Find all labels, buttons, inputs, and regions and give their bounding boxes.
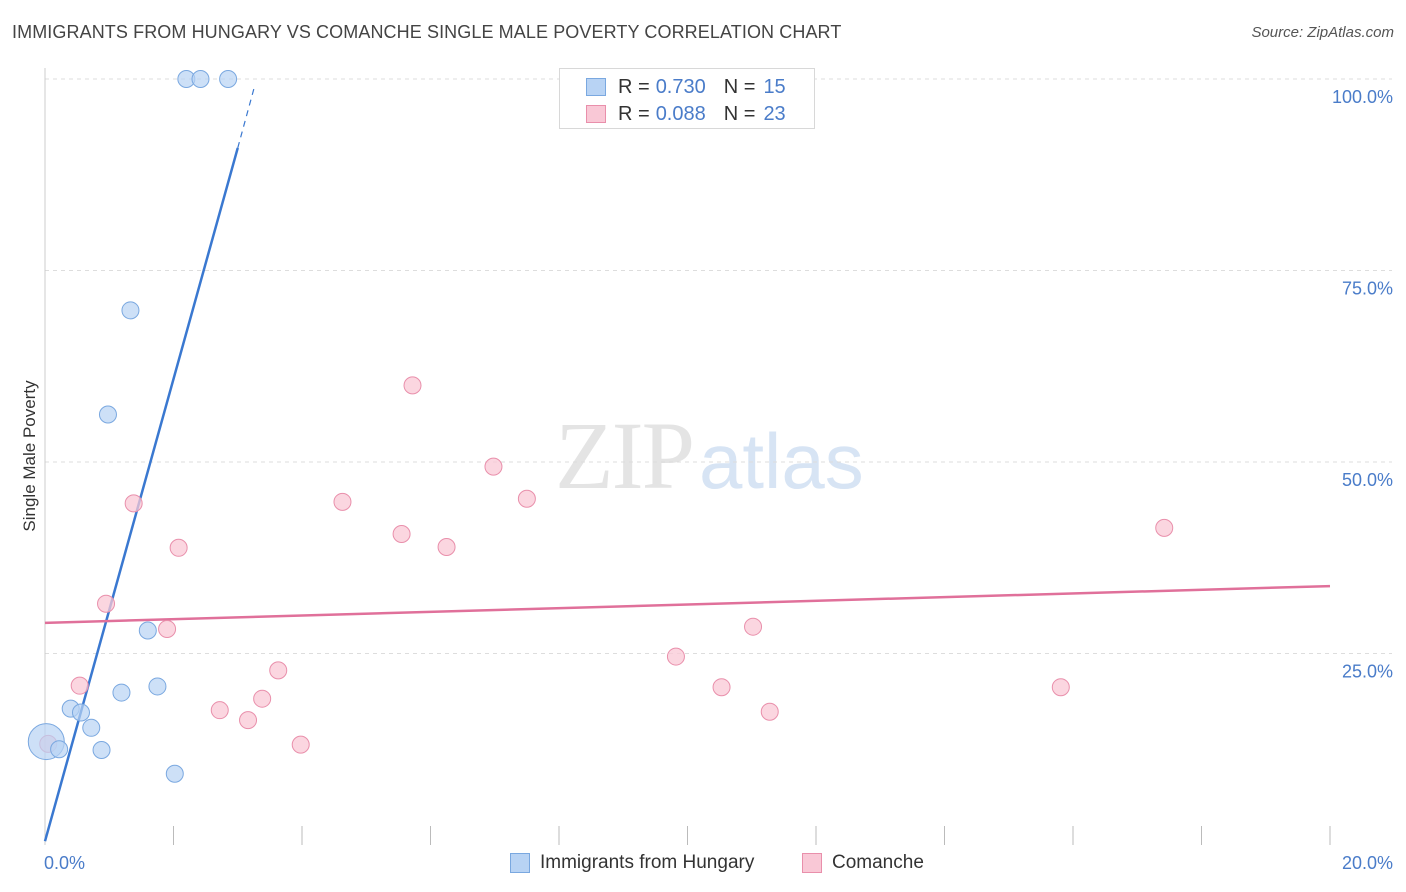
hungary-legend-label: Immigrants from Hungary	[540, 852, 755, 873]
hungary-trend-extension	[237, 84, 256, 149]
hungary-point	[138, 621, 157, 640]
comanche-point	[1155, 518, 1174, 537]
legend-r-label: R =	[618, 102, 650, 125]
legend-n-value: 15	[763, 75, 786, 98]
hungary-trend-line	[43, 147, 239, 842]
comanche-point	[158, 619, 177, 638]
legend-n-label: N =	[723, 102, 756, 125]
comanche-point	[239, 711, 258, 730]
comanche-point	[124, 494, 143, 513]
y-tick-label: 100.0%	[1332, 87, 1393, 107]
hungary-point	[165, 764, 184, 783]
comanche-point	[210, 701, 229, 720]
hungary-point	[50, 740, 69, 759]
comanche-point	[744, 617, 763, 636]
hungary-point	[98, 405, 117, 424]
comanche-legend-label: Comanche	[832, 852, 924, 873]
legend-row-hungary: R = 0.730 N = 15	[586, 75, 786, 99]
x-tick-label: 0.0%	[44, 853, 85, 873]
grid-lines	[45, 78, 1392, 654]
comanche-point	[666, 647, 685, 666]
comanche-point	[70, 676, 89, 695]
legend-r-label: R =	[618, 75, 650, 98]
y-tick-label: 25.0%	[1342, 662, 1393, 682]
legend-n-value: 23	[763, 102, 786, 125]
x-tick-label: 20.0%	[1342, 853, 1393, 873]
comanche-trend-line	[44, 584, 1331, 625]
trend-lines	[43, 84, 1331, 842]
comanche-point	[403, 376, 422, 395]
comanche-point	[760, 702, 779, 721]
comanche-point	[437, 538, 456, 557]
comanche-point	[1051, 678, 1070, 697]
comanche-legend-swatch	[802, 853, 822, 873]
hungary-point	[219, 70, 238, 88]
chart-title: IMMIGRANTS FROM HUNGARY VS COMANCHE SING…	[12, 22, 842, 42]
legend-row-comanche: R = 0.088 N = 23	[586, 102, 786, 126]
axes	[44, 68, 1331, 845]
legend-r-value: 0.730	[655, 75, 706, 98]
legend-n-label: N =	[723, 75, 756, 98]
comanche-point	[169, 538, 188, 557]
y-tick-label: 75.0%	[1342, 279, 1393, 299]
hungary-point	[112, 683, 131, 702]
y-tick-label: 50.0%	[1342, 470, 1393, 490]
data-points	[27, 70, 1174, 783]
source-label: Source: ZipAtlas.com	[1251, 24, 1394, 41]
comanche-point	[253, 689, 272, 708]
tick-labels: 25.0% 50.0% 75.0% 100.0% 0.0% 20.0%	[44, 87, 1393, 873]
comanche-point	[333, 492, 352, 511]
hungary-point	[92, 741, 111, 760]
watermark-atlas: atlas	[699, 417, 864, 505]
comanche-point	[517, 489, 536, 508]
hungary-point	[71, 703, 90, 722]
correlation-legend: R = 0.730 N = 15 R = 0.088 N = 23	[559, 68, 815, 129]
hungary-legend-swatch	[510, 853, 530, 873]
comanche-point	[712, 678, 731, 697]
comanche-point	[97, 594, 116, 613]
hungary-point	[121, 301, 140, 320]
bottom-legend-comanche: Comanche	[802, 852, 924, 874]
legend-r-value: 0.088	[655, 102, 706, 125]
comanche-point	[291, 735, 310, 754]
comanche-swatch	[586, 105, 606, 123]
hungary-point	[148, 677, 167, 696]
comanche-point	[392, 525, 411, 544]
comanche-point	[484, 457, 503, 476]
hungary-point	[191, 70, 210, 88]
hungary-swatch	[586, 78, 606, 96]
watermark: ZIPatlas	[555, 400, 864, 511]
bottom-legend-hungary: Immigrants from Hungary	[510, 852, 754, 874]
hungary-point	[82, 718, 101, 737]
watermark-zip: ZIP	[555, 402, 695, 509]
comanche-point	[269, 661, 288, 680]
